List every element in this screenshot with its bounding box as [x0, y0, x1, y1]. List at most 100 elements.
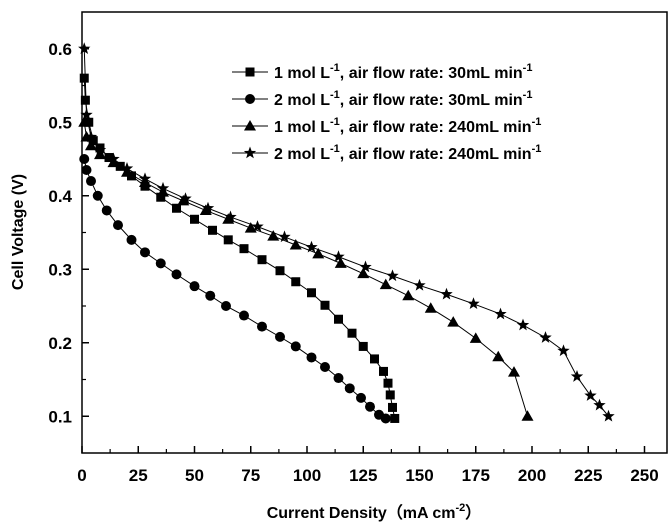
x-tick-label: 225: [574, 466, 602, 485]
data-point-square: [156, 192, 166, 202]
data-point-square: [190, 214, 199, 224]
data-point-star: [179, 192, 192, 204]
data-point-square: [223, 235, 233, 245]
data-point-star: [80, 108, 93, 121]
data-point-square: [115, 161, 125, 171]
data-point-star: [467, 297, 480, 310]
data-point-star: [78, 42, 91, 55]
data-point-triangle: [379, 278, 392, 290]
data-point-circle: [101, 205, 112, 216]
series-3: [78, 116, 534, 421]
data-point-square: [390, 413, 400, 423]
data-point-circle: [257, 321, 267, 332]
legend-text-part: , air flow rate: 240mL min: [340, 119, 532, 136]
x-tick-label: 100: [293, 466, 321, 485]
legend-superscript: -1: [330, 89, 340, 101]
legend-text-part: 1 mol L: [274, 65, 330, 82]
x-axis: 0 25 50 75 100 125 150 175 200 225 250: [77, 446, 659, 485]
y-tick-label: 0.1: [48, 407, 72, 426]
legend-marker-star: [243, 146, 257, 159]
data-point-square: [84, 117, 94, 127]
data-point-star: [305, 240, 318, 253]
legend-text-part: 2 mol L: [274, 146, 330, 163]
data-point-circle: [126, 234, 137, 245]
x-tick-label: 125: [349, 466, 377, 485]
data-point-star: [278, 230, 291, 243]
data-point-triangle: [244, 222, 257, 233]
data-point-circle: [290, 341, 301, 352]
series-line: [83, 48, 609, 417]
data-point-square: [239, 244, 249, 254]
legend-marker-triangle: [244, 120, 256, 131]
legend-marker-square: [245, 67, 255, 77]
data-point-square: [347, 328, 357, 338]
data-point-circle: [140, 247, 150, 258]
data-point-circle: [171, 269, 182, 280]
legend-text-part: , air flow rate: 30mL min: [340, 65, 523, 82]
x-tick-label: 25: [129, 466, 148, 485]
data-point-square: [385, 390, 395, 400]
data-point-star: [138, 172, 152, 185]
data-point-star: [332, 250, 345, 263]
data-point-square: [388, 402, 397, 412]
data-point-triangle: [402, 289, 415, 301]
series-4: [78, 42, 615, 422]
data-point-triangle: [357, 267, 370, 279]
data-point-circle: [92, 190, 103, 201]
data-point-circle: [380, 413, 391, 424]
x-tick-label: 200: [518, 466, 546, 485]
legend-text-part: 1 mol L: [274, 119, 330, 136]
x-tick-label: 75: [241, 466, 260, 485]
legend-marker-circle: [245, 94, 255, 104]
legend-item-4: 2 mol L-1, air flow rate: 240mL min-1: [232, 143, 541, 163]
legend-superscript: -1: [523, 89, 533, 101]
data-point-star: [120, 162, 134, 174]
data-point-triangle: [78, 116, 91, 127]
data-point-circle: [239, 310, 249, 321]
data-point-square: [208, 225, 217, 235]
legend-item-1: 1 mol L-1, air flow rate: 30mL min-1: [232, 62, 532, 82]
data-point-circle: [205, 290, 216, 301]
legend-label: 1 mol L-1, air flow rate: 240mL min-1: [274, 116, 541, 136]
data-point-square: [307, 288, 316, 298]
data-point-circle: [221, 301, 231, 311]
data-point-star: [593, 398, 606, 411]
data-point-star: [539, 331, 552, 343]
data-point-triangle: [521, 410, 534, 421]
data-point-triangle: [508, 366, 520, 377]
data-point-triangle: [121, 166, 133, 177]
data-point-square: [172, 203, 181, 213]
data-point-circle: [365, 401, 375, 412]
data-point-square: [257, 255, 267, 265]
data-point-square: [379, 366, 388, 376]
data-point-circle: [306, 352, 317, 363]
data-point-star: [413, 278, 426, 291]
legend-superscript: -1: [523, 62, 533, 74]
data-point-circle: [333, 373, 344, 384]
data-point-square: [358, 341, 368, 351]
data-point-circle: [113, 220, 123, 231]
y-axis-label: Cell Voltage (V): [10, 174, 27, 290]
series-line: [83, 122, 528, 417]
data-point-star: [201, 201, 215, 214]
data-point-square: [370, 354, 379, 364]
data-point-circle: [81, 165, 92, 176]
data-point-square: [79, 73, 89, 83]
data-point-triangle: [424, 302, 437, 313]
y-tick-label: 0.3: [48, 260, 72, 279]
legend-label: 1 mol L-1, air flow rate: 30mL min-1: [274, 62, 532, 82]
series-layer: [78, 42, 615, 424]
data-point-star: [359, 260, 372, 273]
y-tick-label: 0.2: [48, 334, 72, 353]
data-point-triangle: [139, 176, 151, 188]
data-point-triangle: [267, 230, 280, 241]
x-tick-label: 50: [185, 466, 204, 485]
data-point-star: [602, 409, 615, 422]
data-point-circle: [79, 154, 90, 164]
data-point-circle: [356, 392, 366, 403]
data-point-triangle: [312, 247, 325, 259]
data-point-star: [156, 181, 170, 194]
data-point-star: [494, 307, 507, 320]
y-tick-label: 0.4: [48, 187, 72, 206]
legend-superscript: -1: [532, 143, 542, 155]
